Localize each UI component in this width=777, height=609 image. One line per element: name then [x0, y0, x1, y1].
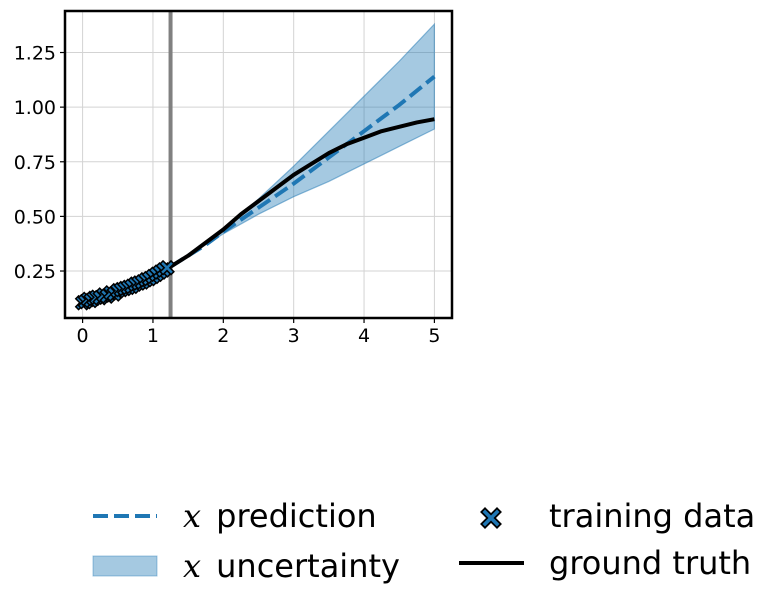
plot-frame	[63, 9, 454, 320]
plot-data	[74, 11, 436, 318]
y-tick-label: 0.75	[14, 152, 56, 174]
legend-prediction-label: x prediction	[183, 497, 377, 535]
legend-prediction-text: prediction	[216, 497, 377, 535]
legend-prediction-symbol: x	[183, 497, 201, 535]
x-tick-label: 1	[147, 325, 159, 347]
legend-ground-truth-label: ground truth	[549, 544, 751, 582]
legend-training-swatch	[480, 507, 502, 529]
x-tick-label: 5	[428, 325, 440, 347]
legend-uncertainty-text: uncertainty	[216, 547, 400, 585]
legend-training-label: training data	[549, 497, 755, 535]
ground-truth-line	[169, 117, 435, 269]
legend: x prediction x uncertainty training data…	[92, 497, 755, 585]
x-tick-label: 3	[288, 325, 300, 347]
y-tick-label: 1.25	[14, 43, 56, 65]
grid	[65, 11, 452, 318]
y-tick-label: 1.00	[14, 97, 56, 119]
axis-ticks: 0 1 2 3 4 5 0.25 0.50 0.75 1.00 1.25	[14, 43, 441, 347]
x-tick-label: 2	[217, 325, 229, 347]
x-tick-label: 0	[77, 325, 89, 347]
legend-uncertainty-swatch	[92, 555, 158, 577]
uncertainty-band	[170, 22, 436, 268]
y-tick-label: 0.25	[14, 261, 56, 283]
y-tick-label: 0.50	[14, 206, 56, 228]
legend-uncertainty-label: x uncertainty	[183, 547, 400, 585]
x-tick-label: 4	[358, 325, 370, 347]
training-point	[159, 259, 175, 276]
legend-uncertainty-symbol: x	[183, 547, 201, 585]
